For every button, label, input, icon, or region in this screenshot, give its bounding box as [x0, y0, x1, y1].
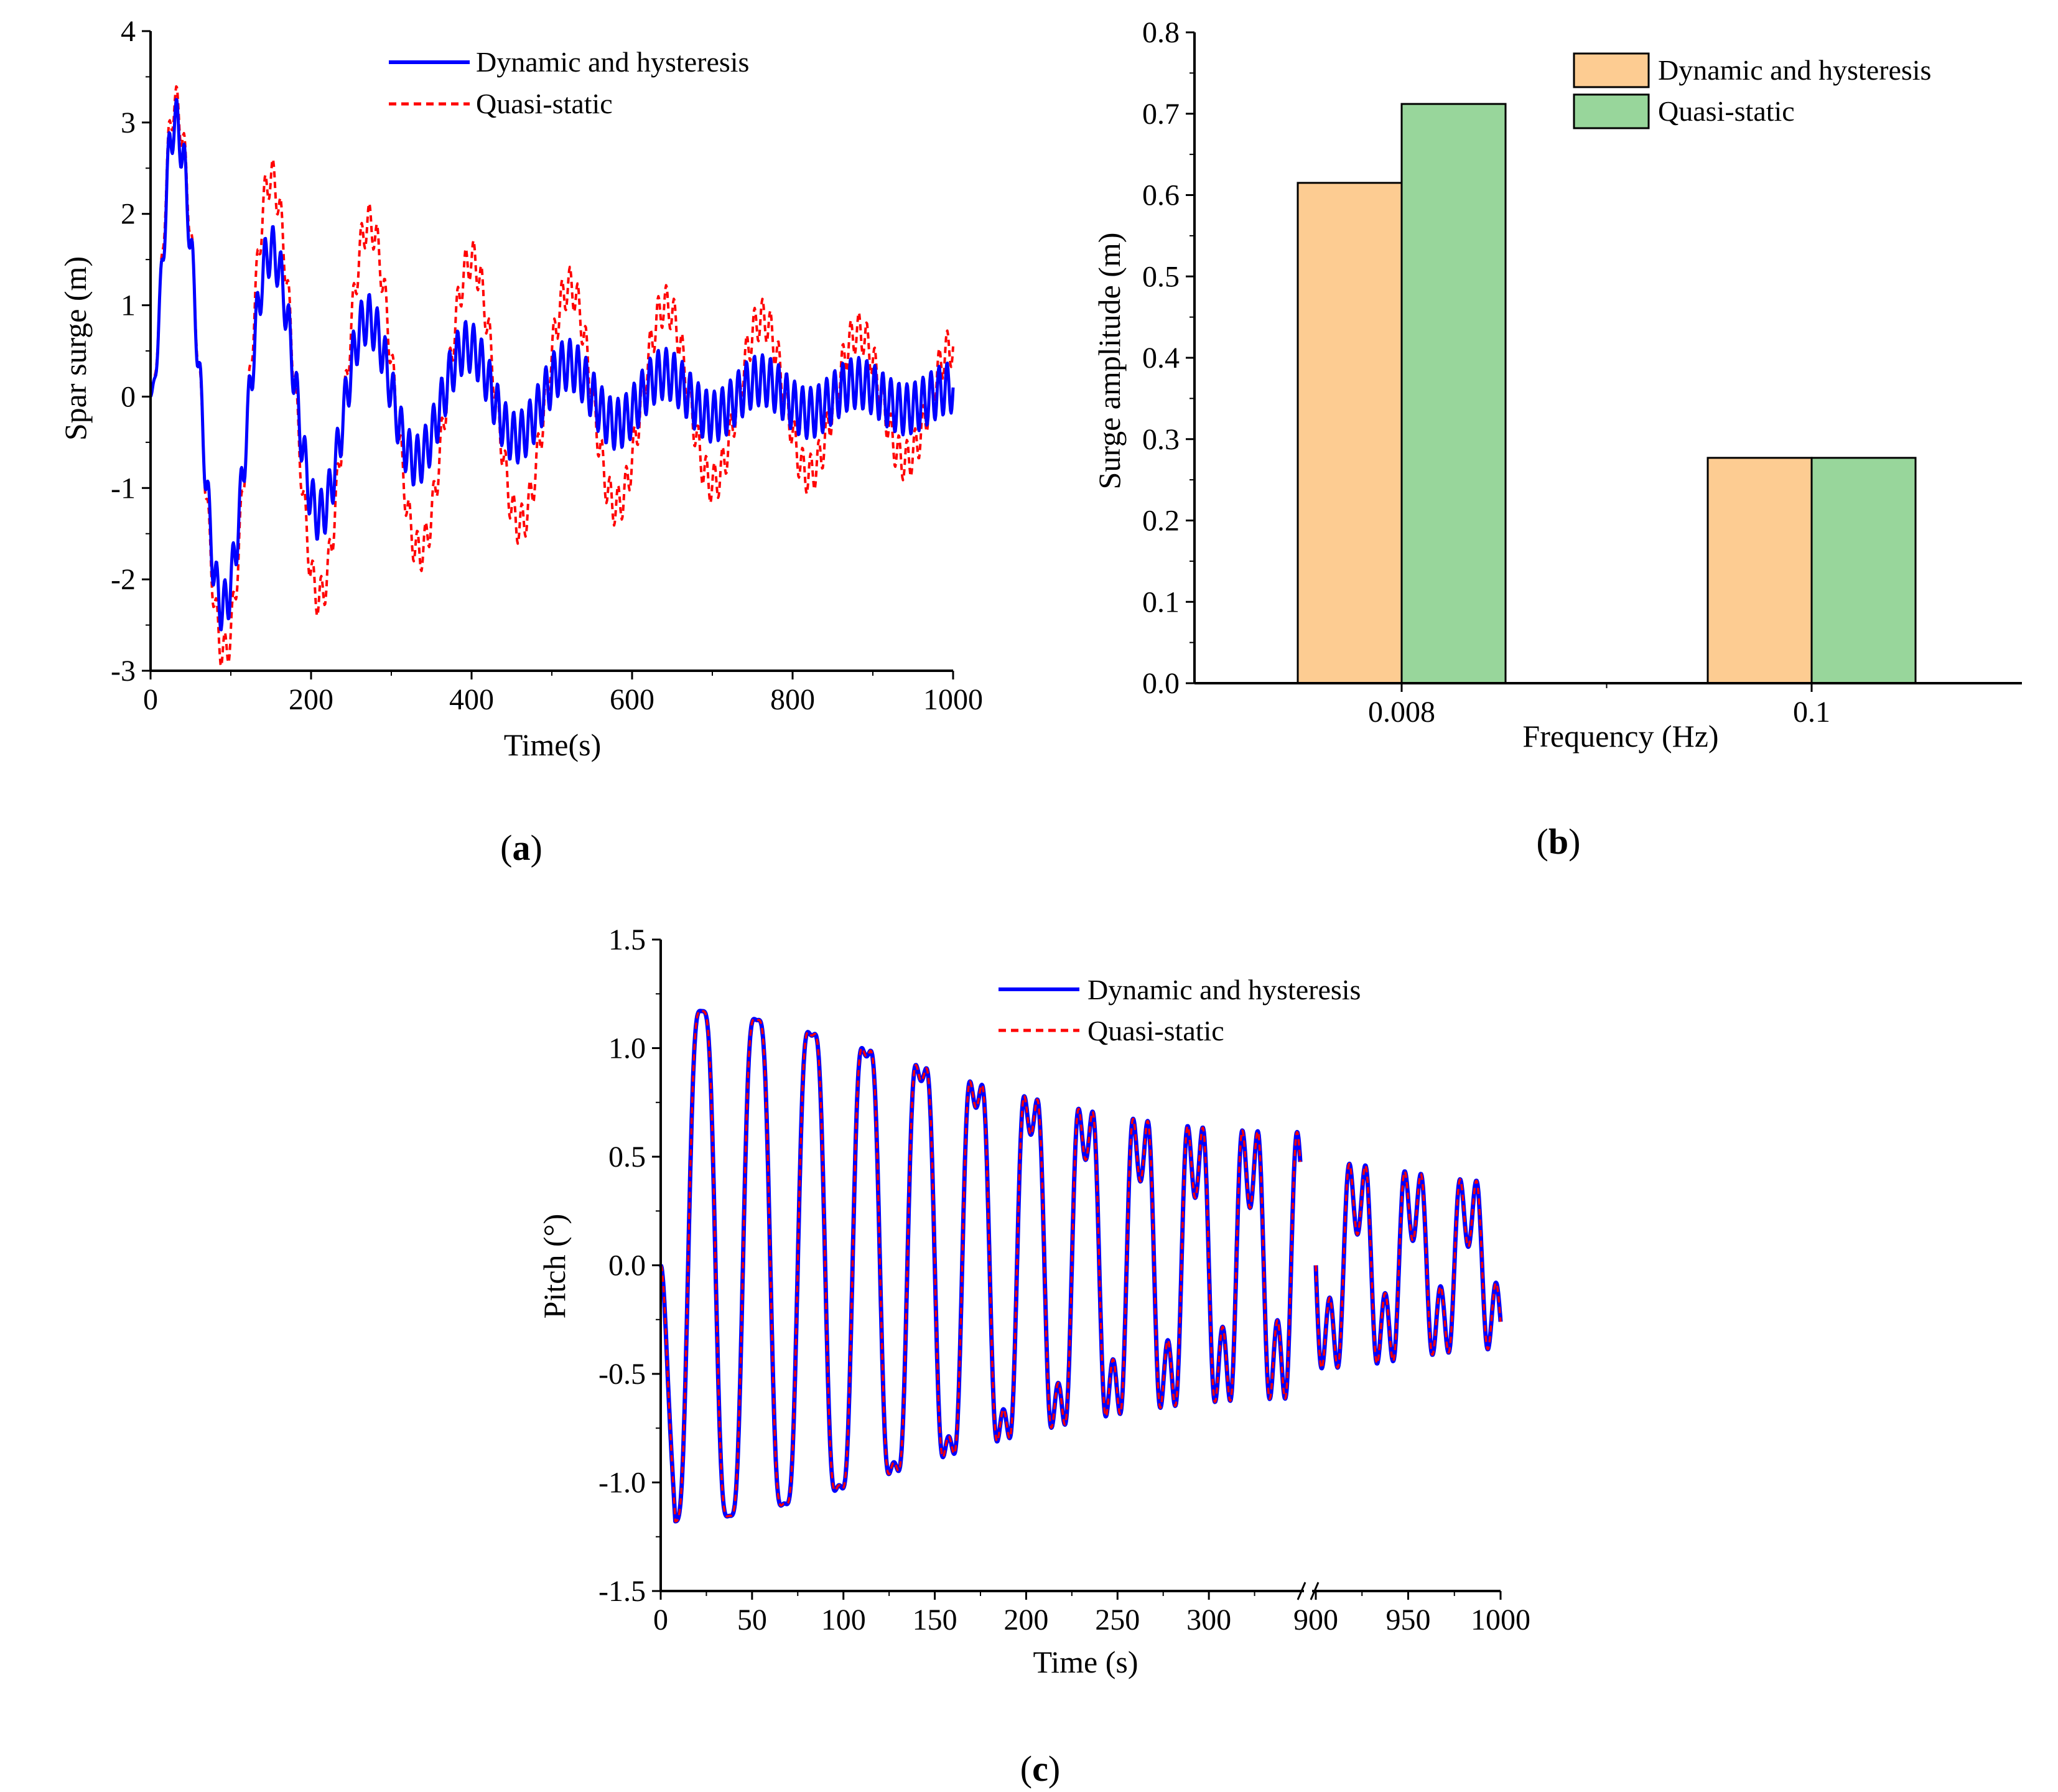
quasi-static-series-a: [149, 85, 954, 668]
y-tick-label-b: 0.8: [1142, 16, 1180, 49]
y-tick-label-b: 0.0: [1142, 667, 1180, 700]
y-tick-label-b: 0.3: [1142, 423, 1180, 456]
x-tick-label-a: 600: [610, 683, 654, 716]
legend-a: Dynamic and hysteresis Quasi-static: [389, 46, 749, 119]
legend-dynamic-swatch-b: [1573, 52, 1650, 88]
axes-c: -1.5 -1.0 -0.5 0.0 0.5 1.0 1.5 0 50 100 150 200 250 3…: [598, 923, 1530, 1636]
quasi-static-series-c: [659, 1009, 1502, 1523]
panel-label-a: (a): [500, 828, 542, 868]
quasi-static-line-c: [659, 1009, 1502, 1523]
x-tick-label-c: 150: [913, 1603, 957, 1636]
x-tick-label-c: 900: [1293, 1603, 1338, 1636]
y-axis-title-c: Pitch (°): [537, 1214, 572, 1319]
axes-a: -3 -2 -1 0 1 2 3 4 0 200 400 600 800 1000: [111, 15, 983, 716]
y-tick-label-b: 0.4: [1142, 342, 1180, 375]
y-tick-label-a: 4: [121, 15, 136, 48]
y-tick-label-c: 0.5: [608, 1141, 646, 1174]
axis-break-mark-c: [1297, 1582, 1306, 1600]
y-tick-label-a: 2: [121, 198, 136, 231]
y-tick-label-c: 1.0: [608, 1032, 646, 1065]
bar-dynamic-0.008: [1297, 182, 1403, 684]
bar-quasi-0.1: [1810, 457, 1917, 684]
legend-quasi-label-b: Quasi-static: [1658, 95, 1795, 127]
panel-b-surge-amplitude-bars: 0.008 0.1 0.0 0.1 0.2 0.3 0.4 0.5 0.6 0.7 0.8 Dyna…: [1092, 16, 2022, 862]
y-tick-label-c: -1.5: [598, 1575, 646, 1608]
y-tick-label-b: 0.2: [1142, 505, 1180, 538]
axes-b: 0.008 0.1 0.0 0.1 0.2 0.3 0.4 0.5 0.6 0.7 0.8: [1142, 16, 2022, 729]
legend-quasi-label-c: Quasi-static: [1087, 1015, 1224, 1047]
y-tick-label-b: 0.6: [1142, 179, 1180, 212]
x-tick-label-c: 100: [821, 1603, 866, 1636]
y-tick-label-c: 0.0: [608, 1249, 646, 1282]
quasi-static-line-a: [149, 85, 954, 668]
dynamic-series-a: [149, 98, 955, 632]
legend-dynamic-label-b: Dynamic and hysteresis: [1658, 54, 1931, 86]
x-tick-label-c: 300: [1186, 1603, 1231, 1636]
y-tick-label-b: 0.7: [1142, 98, 1180, 131]
y-tick-label-b: 0.1: [1142, 586, 1180, 618]
bar-quasi-0.008: [1400, 103, 1507, 684]
x-tick-label-b: 0.1: [1793, 696, 1830, 729]
x-tick-label-a: 400: [449, 683, 494, 716]
legend-dynamic-label-a: Dynamic and hysteresis: [476, 46, 749, 78]
y-tick-label-c: -0.5: [598, 1358, 646, 1391]
y-tick-label-a: -1: [111, 472, 136, 505]
y-tick-label-a: -3: [111, 655, 136, 688]
y-tick-label-a: 1: [121, 289, 136, 322]
panel-a-surge-time-series: -3 -2 -1 0 1 2 3 4 0 200 400 600 800 1000 Dynamic and…: [58, 15, 983, 868]
y-tick-label-c: -1.0: [598, 1467, 646, 1500]
x-axis-title-b: Frequency (Hz): [1522, 719, 1718, 754]
x-tick-label-a: 1000: [923, 683, 983, 716]
y-tick-label-a: 3: [121, 106, 136, 139]
y-axis-title-a: Spar surge (m): [58, 256, 93, 441]
y-axis-title-b: Surge amplitude (m): [1092, 233, 1127, 490]
bar-dynamic-0.1: [1706, 457, 1813, 684]
x-tick-label-c: 250: [1095, 1603, 1140, 1636]
y-tick-label-c: 1.5: [608, 923, 646, 956]
x-tick-label-a: 200: [289, 683, 333, 716]
legend-b: Dynamic and hysteresis Quasi-static: [1573, 52, 1931, 129]
x-tick-label-b: 0.008: [1368, 696, 1435, 729]
legend-quasi-swatch-b: [1573, 93, 1650, 129]
x-tick-label-c: 0: [653, 1603, 668, 1636]
x-tick-label-c: 950: [1386, 1603, 1431, 1636]
y-tick-label-b: 0.5: [1142, 260, 1180, 293]
dynamic-line-c: [659, 1009, 1503, 1524]
dynamic-series-c: [659, 1009, 1503, 1524]
panel-label-b: (b): [1537, 821, 1581, 862]
bars-b: [1297, 103, 1917, 684]
legend-dynamic-label-c: Dynamic and hysteresis: [1087, 974, 1361, 1006]
x-tick-label-c: 200: [1003, 1603, 1048, 1636]
x-tick-label-a: 0: [143, 683, 158, 716]
y-tick-label-a: -2: [111, 563, 136, 596]
x-tick-label-c: 50: [737, 1603, 767, 1636]
axis-break-mark-c-2: [1310, 1582, 1320, 1600]
legend-c: Dynamic and hysteresis Quasi-static: [999, 974, 1361, 1047]
y-tick-label-a: 0: [121, 380, 136, 413]
panel-c-pitch-time-series: -1.5 -1.0 -0.5 0.0 0.5 1.0 1.5 0 50 100 150 200 250 3…: [537, 923, 1530, 1789]
x-axis-title-a: Time(s): [504, 727, 602, 762]
x-axis-title-c: Time (s): [1033, 1645, 1138, 1679]
dynamic-line-a: [149, 98, 955, 632]
legend-quasi-label-a: Quasi-static: [476, 88, 613, 119]
x-tick-label-c: 1000: [1471, 1603, 1530, 1636]
panel-label-c: (c): [1020, 1748, 1060, 1789]
x-tick-label-a: 800: [770, 683, 815, 716]
